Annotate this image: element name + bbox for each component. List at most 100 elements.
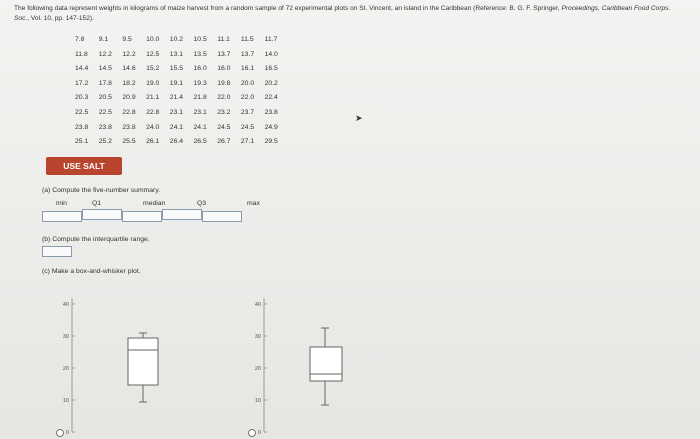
- tick-label: 0: [258, 430, 261, 436]
- table-cell: 25.5: [122, 138, 136, 146]
- part-a-prompt: (a) Compute the five-number summary.: [42, 187, 161, 194]
- radio-a[interactable]: [56, 429, 64, 437]
- table-cell: 13.1: [169, 50, 184, 58]
- table-cell: 20.9: [122, 94, 136, 102]
- table-cell: 22.5: [98, 109, 112, 116]
- table-cell: 24.5: [240, 123, 255, 131]
- table-cell: 13.5: [193, 50, 207, 58]
- table-cell: 21.1: [146, 94, 160, 102]
- tick-label: 30: [63, 334, 69, 340]
- table-cell: 22.5: [75, 109, 89, 116]
- tick-label: 10: [255, 398, 261, 404]
- table-cell: 14.5: [98, 65, 112, 73]
- use-salt-button[interactable]: USE SALT: [46, 157, 122, 175]
- table-cell: 21.4: [169, 94, 184, 102]
- intro-text: The following data represent weights in …: [14, 5, 560, 12]
- table-cell: 18.2: [122, 79, 136, 87]
- table-cell: 23.8: [122, 123, 136, 131]
- summary-input[interactable]: [82, 209, 122, 220]
- table-cell: 23.8: [264, 109, 278, 116]
- tick-label: 40: [63, 302, 69, 308]
- box-plot-b: [309, 327, 343, 406]
- table-cell: 16.5: [264, 65, 278, 73]
- table-cell: 11.1: [217, 36, 230, 43]
- table-cell: 19.1: [169, 79, 184, 87]
- table-cell: 7.8: [75, 36, 85, 43]
- table-cell: 19.8: [217, 79, 231, 87]
- table-cell: 24.1: [193, 123, 207, 131]
- table-cell: 12.2: [122, 50, 136, 58]
- table-cell: 11.8: [75, 50, 88, 58]
- tick-label: 20: [255, 366, 261, 372]
- summary-input[interactable]: [202, 211, 242, 222]
- table-cell: 22.8: [146, 109, 160, 116]
- summary-input[interactable]: [42, 211, 82, 222]
- table-cell: 14.0: [264, 50, 278, 58]
- table-cell: 22.0: [217, 94, 231, 102]
- table-cell: 15.5: [169, 65, 184, 73]
- intro-citation: Proceedings, Caribbean Food Corps. Soc.: [14, 5, 671, 22]
- table-cell: 25.1: [75, 138, 89, 146]
- table-cell: 17.2: [75, 79, 89, 87]
- table-cell: 14.4: [75, 65, 89, 73]
- table-cell: 10.0: [146, 36, 160, 43]
- box-plot-a: [127, 332, 159, 403]
- table-cell: 25.2: [98, 138, 112, 146]
- summary-input[interactable]: [122, 211, 162, 222]
- table-cell: 20.2: [264, 79, 278, 87]
- tick-label: 0: [66, 430, 69, 436]
- summary-label: max: [247, 200, 260, 207]
- table-cell: 23.1: [193, 109, 207, 116]
- summary-label: median: [143, 200, 166, 207]
- table-cell: 20.5: [98, 94, 112, 102]
- table-cell: 24.5: [217, 123, 231, 131]
- part-c-prompt: (c) Make a box-and-whisker plot.: [42, 268, 141, 275]
- table-cell: 20.0: [240, 79, 255, 87]
- tick-label: 40: [255, 302, 261, 308]
- summary-label: Q3: [197, 200, 207, 207]
- tick-label: 30: [255, 334, 261, 340]
- table-cell: 12.5: [146, 50, 160, 58]
- table-cell: 13.7: [217, 50, 231, 58]
- table-cell: 19.0: [146, 79, 160, 87]
- intro: The following data represent weights in …: [14, 4, 684, 24]
- table-cell: 16.0: [193, 65, 207, 73]
- table-cell: 22.0: [240, 94, 255, 102]
- table-cell: 11.5: [240, 36, 254, 43]
- iqr-input[interactable]: [42, 246, 72, 257]
- table-cell: 24.1: [169, 123, 184, 131]
- table-cell: 23.8: [75, 123, 89, 131]
- table-cell: 24.9: [264, 123, 278, 131]
- table-cell: 16.0: [217, 65, 231, 73]
- tick-label: 10: [63, 398, 69, 404]
- table-cell: 19.3: [193, 79, 207, 87]
- table-cell: 21.8: [193, 94, 207, 102]
- table-cell: 10.5: [193, 36, 207, 43]
- table-cell: 23.7: [240, 109, 255, 116]
- table-cell: 29.5: [264, 138, 278, 146]
- table-cell: 11.7: [264, 36, 278, 43]
- table-cell: 27.1: [240, 138, 255, 146]
- table-cell: 22.4: [264, 94, 278, 102]
- summary-label: Q1: [92, 200, 102, 207]
- table-cell: 9.1: [98, 36, 109, 43]
- table-cell: 26.7: [217, 138, 231, 146]
- table-cell: 10.2: [169, 36, 184, 43]
- box-plot-options: 40 30 20 10 0 40 30 20 10 0: [56, 298, 343, 437]
- table-cell: 26.5: [193, 138, 207, 146]
- intro-end: , Vol. 10, pp. 147-152).: [27, 15, 94, 22]
- part-b-prompt: (b) Compute the interquartile range.: [42, 236, 150, 243]
- summary-label: min: [56, 200, 67, 207]
- radio-b[interactable]: [248, 429, 256, 437]
- cursor: ➤: [355, 113, 363, 123]
- tick-label: 20: [63, 366, 69, 372]
- table-cell: 23.1: [169, 109, 184, 116]
- table-cell: 14.6: [122, 65, 136, 73]
- table-cell: 20.3: [75, 94, 89, 102]
- table-cell: 17.8: [98, 79, 112, 87]
- summary-input[interactable]: [162, 209, 202, 220]
- table-cell: 16.1: [240, 65, 255, 73]
- table-cell: 13.7: [240, 50, 255, 58]
- table-cell: 12.2: [98, 50, 112, 58]
